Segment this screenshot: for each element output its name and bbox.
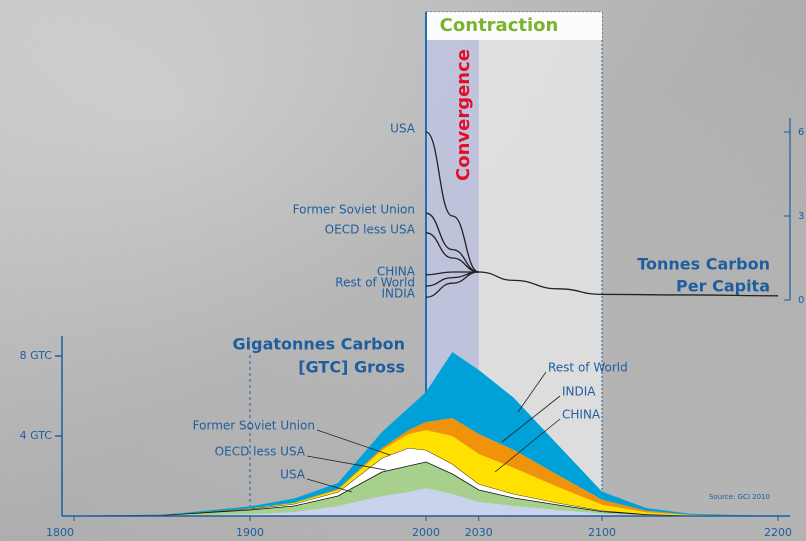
source: Source: GCI 2010 bbox=[709, 493, 770, 501]
legend-label: Rest of World bbox=[548, 361, 628, 375]
area bbox=[74, 462, 778, 516]
legend-label: INDIA bbox=[562, 385, 596, 399]
legend-label: OECD less USA bbox=[215, 445, 306, 459]
leader-line bbox=[494, 418, 561, 473]
legend-label: Former Soviet Union bbox=[193, 419, 315, 433]
per-capita-line bbox=[425, 271, 479, 276]
per-capita-title: Tonnes Carbon bbox=[637, 255, 770, 274]
per-capita-line bbox=[425, 131, 480, 273]
x-tick-label: 1900 bbox=[236, 526, 264, 539]
x-tick-label: 1800 bbox=[46, 526, 74, 539]
series-label: CHINA bbox=[377, 264, 416, 278]
x-tick-label: 2030 bbox=[465, 526, 493, 539]
area bbox=[74, 488, 778, 516]
x-tick-label: 2100 bbox=[588, 526, 616, 539]
series-label: Former Soviet Union bbox=[293, 203, 415, 217]
y-tick-label: 4 GTC bbox=[20, 429, 53, 442]
per-capita-line bbox=[478, 271, 779, 297]
convergence-label: Convergence bbox=[453, 49, 474, 181]
legend-label: CHINA bbox=[562, 408, 601, 422]
per-capita-line bbox=[425, 212, 479, 273]
y2-tick-label: 6 bbox=[798, 127, 804, 138]
leader-line bbox=[306, 478, 353, 493]
area bbox=[74, 430, 778, 516]
series-label: OECD less USA bbox=[325, 222, 416, 236]
leader-line bbox=[517, 371, 547, 413]
y-tick-label: 8 GTC bbox=[20, 349, 53, 362]
per-capita-line bbox=[425, 271, 479, 287]
per-capita-line bbox=[425, 232, 479, 273]
gtc-title: [GTC] Gross bbox=[298, 358, 405, 377]
contraction-header bbox=[426, 12, 602, 40]
leader-line bbox=[306, 455, 387, 471]
gtc-title: Gigatonnes Carbon bbox=[233, 335, 406, 354]
contraction-label: Contraction bbox=[440, 15, 559, 36]
per-capita-line bbox=[425, 271, 479, 298]
leader-line bbox=[316, 429, 391, 456]
y2-tick-label: 0 bbox=[798, 295, 804, 306]
series-label: Rest of World bbox=[335, 276, 415, 290]
legend-label: USA bbox=[280, 468, 306, 482]
x-tick-label: 2000 bbox=[412, 526, 440, 539]
series-label: INDIA bbox=[381, 287, 415, 301]
series-label: USA bbox=[390, 122, 416, 136]
per-capita-title: Per Capita bbox=[676, 277, 770, 296]
leader-line bbox=[501, 395, 561, 443]
y2-tick-label: 3 bbox=[798, 211, 804, 222]
x-tick-label: 2200 bbox=[764, 526, 792, 539]
